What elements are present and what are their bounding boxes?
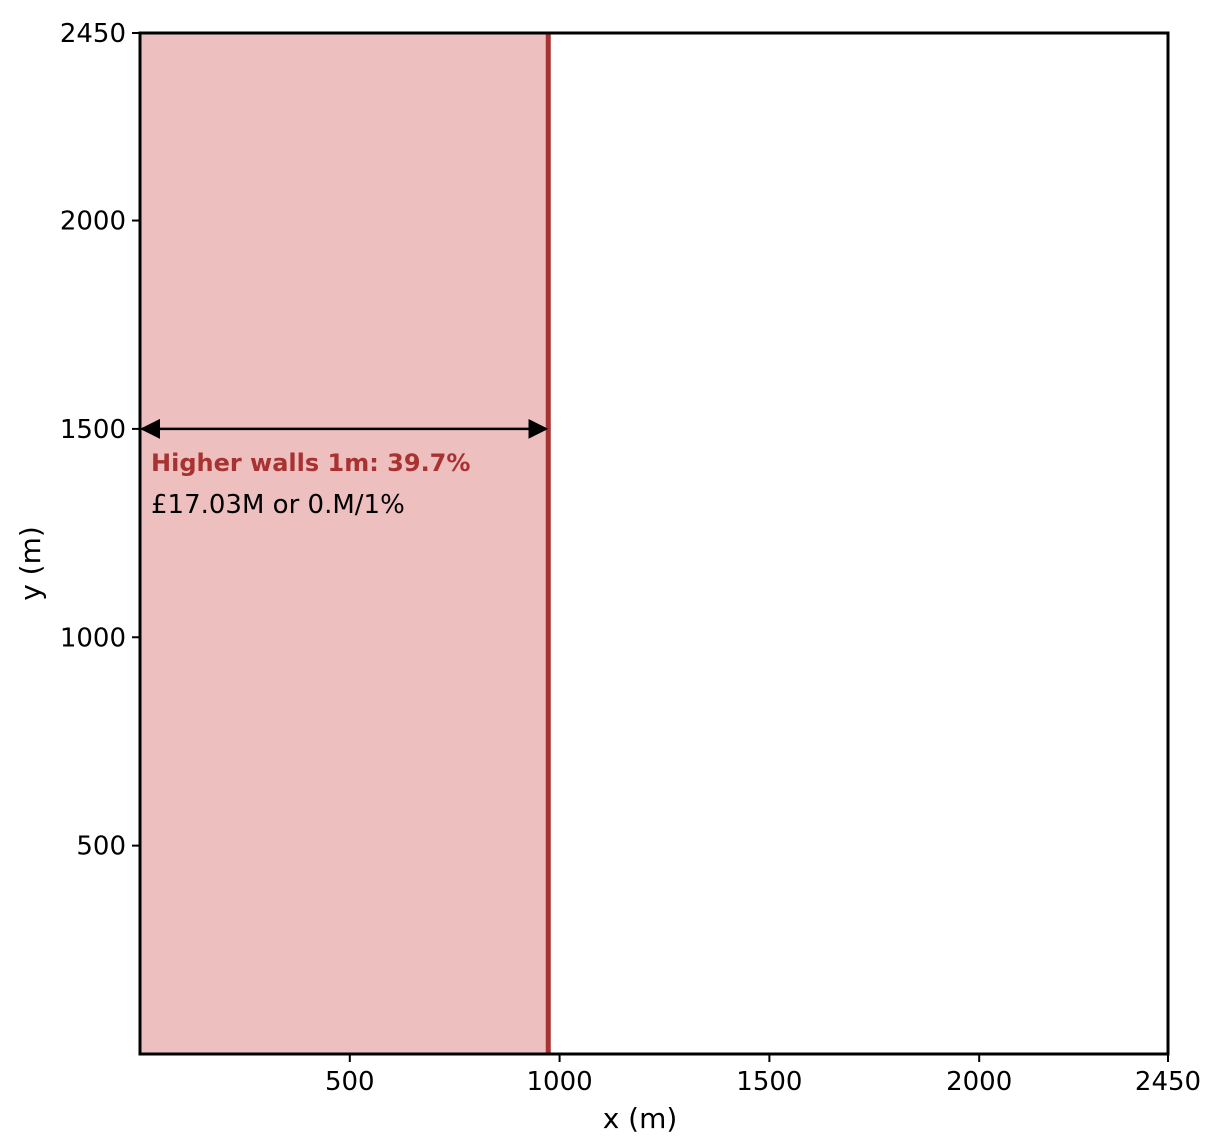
annotation-title: Higher walls 1m: 39.7% [151,449,470,477]
x-axis: 500 1000 1500 2000 2450 [325,1054,1201,1097]
y-tick-label: 500 [76,832,126,862]
x-tick-label: 1000 [527,1067,593,1097]
y-tick-label: 1000 [60,623,126,653]
x-axis-label: x (m) [603,1102,678,1135]
x-tick-label: 2000 [946,1067,1012,1097]
x-tick-label: 1500 [736,1067,802,1097]
y-tick-label: 2000 [60,207,126,237]
shaded-region [140,33,549,1054]
y-axis: 500 1000 1500 2000 2450 [60,19,140,862]
annotation-subtitle: £17.03M or 0.M/1% [151,490,405,520]
y-tick-label: 2450 [60,19,126,49]
y-axis-label: y (m) [14,526,47,601]
x-tick-label: 500 [325,1067,375,1097]
plot-frame [138,31,1170,1056]
y-tick-label: 1500 [60,415,126,445]
x-tick-label: 2450 [1135,1067,1201,1097]
